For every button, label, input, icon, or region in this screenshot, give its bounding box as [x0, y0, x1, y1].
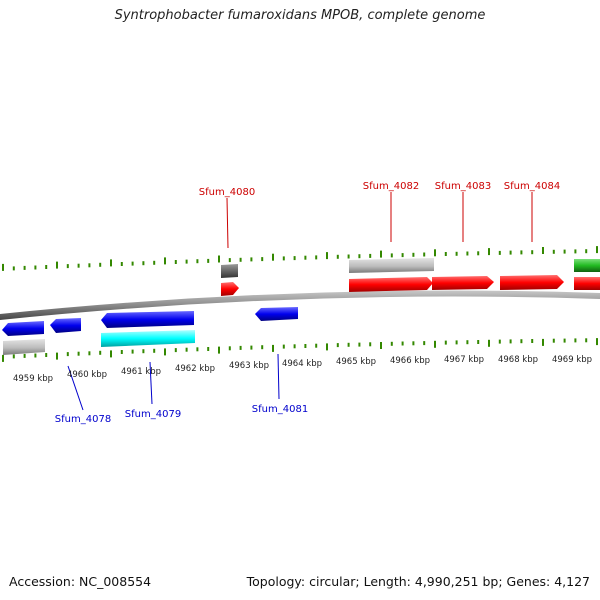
- gene-arrow-sfum4077: [2, 321, 44, 336]
- page-title: Syntrophobacter fumaroxidans MPOB, compl…: [114, 8, 486, 23]
- kbp-label: 4963 kbp: [229, 361, 269, 371]
- reverse-strand-features: [2, 307, 298, 355]
- kbp-label: 4969 kbp: [552, 355, 592, 365]
- gene-arrow-sfum4079-cyan: [101, 330, 195, 347]
- kbp-label: 4959 kbp: [13, 374, 53, 384]
- gene-arrow-green: [574, 259, 600, 272]
- genome-summary-text: Topology: circular; Length: 4,990,251 bp…: [246, 574, 590, 589]
- kbp-label: 4965 kbp: [336, 357, 376, 367]
- kbp-label: 4961 kbp: [121, 367, 161, 377]
- kbp-label: 4967 kbp: [444, 355, 484, 365]
- kbp-label: 4966 kbp: [390, 356, 430, 366]
- gene-arrow-sfum4080: [221, 282, 239, 296]
- gene-arrow-sfum4078: [50, 318, 81, 333]
- outer-tick-row: [2, 246, 598, 271]
- gene-arrow-sfum4082: [349, 277, 433, 292]
- leader-line-sfum4080: [226, 197, 229, 249]
- gene-arrow-sfum4079: [101, 311, 194, 328]
- forward-gene-labels: Sfum_4080 Sfum_4082 Sfum_4083 Sfum_4084: [199, 181, 560, 249]
- gene-arrow-sfum4082-gray: [349, 258, 434, 273]
- gene-arrow-red-edge: [574, 277, 600, 290]
- gene-arrow-sfum4084: [500, 275, 564, 290]
- gene-label-sfum4082: Sfum_4082: [363, 181, 419, 192]
- leader-line-sfum4078: [67, 365, 84, 411]
- reverse-gene-labels: Sfum_4078 Sfum_4079 Sfum_4081: [55, 353, 308, 425]
- kbp-label: 4964 kbp: [282, 359, 322, 369]
- gene-label-sfum4080: Sfum_4080: [199, 187, 255, 198]
- accession-text: Accession: NC_008554: [9, 574, 152, 589]
- inner-tick-row: [2, 338, 598, 362]
- gene-label-sfum4081: Sfum_4081: [252, 404, 308, 415]
- leader-line-sfum4079: [149, 361, 153, 405]
- gene-arrow-sfum4081: [255, 307, 298, 321]
- genome-backbone: [0, 290, 600, 320]
- gene-arrow-sfum4083: [432, 276, 494, 290]
- gene-label-sfum4078: Sfum_4078: [55, 414, 111, 425]
- gene-label-sfum4084: Sfum_4084: [504, 181, 560, 192]
- gene-label-sfum4083: Sfum_4083: [435, 181, 491, 192]
- kbp-axis-labels: 4959 kbp 4960 kbp 4961 kbp 4962 kbp 4963…: [13, 355, 592, 384]
- kbp-label: 4960 kbp: [67, 370, 107, 380]
- leader-line-sfum4081: [277, 353, 280, 400]
- gene-label-sfum4079: Sfum_4079: [125, 409, 181, 420]
- forward-strand-features: [221, 258, 600, 296]
- gene-arrow-sfum4080-dark: [221, 264, 238, 278]
- kbp-label: 4962 kbp: [175, 364, 215, 374]
- gene-arrow-gray-edge: [3, 339, 45, 355]
- kbp-label: 4968 kbp: [498, 355, 538, 365]
